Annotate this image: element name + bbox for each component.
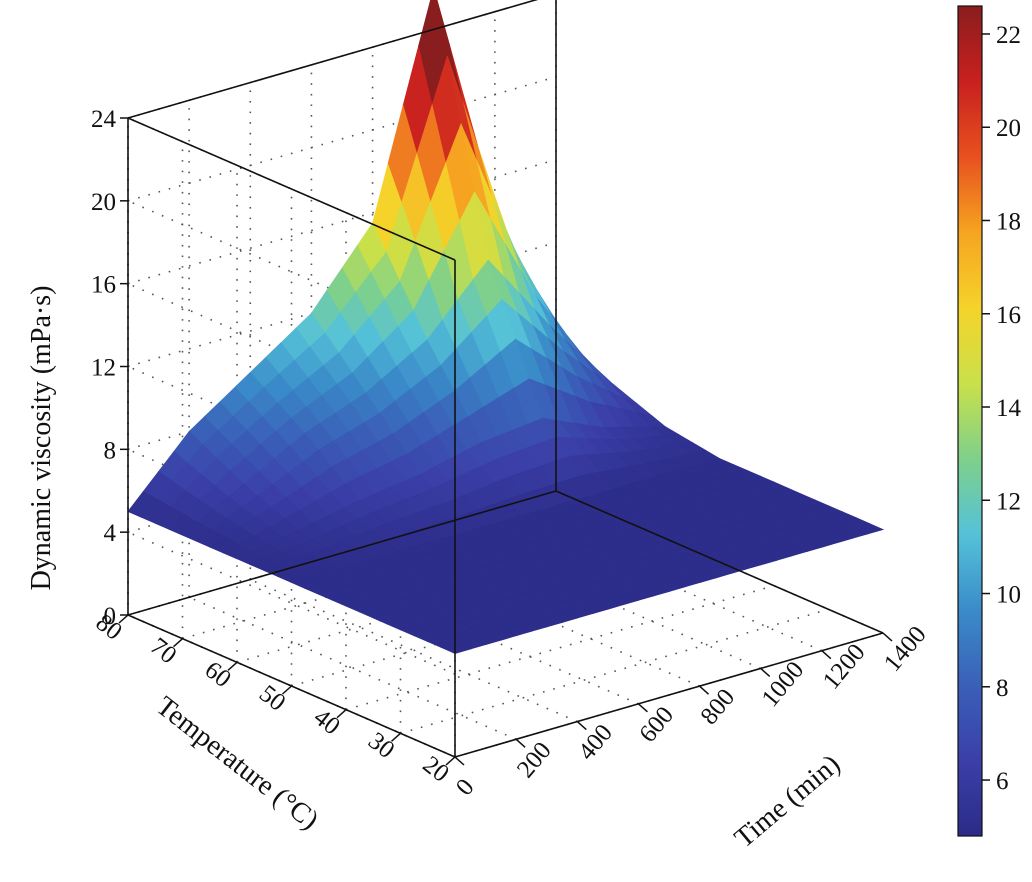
y-tick-mark-40	[336, 709, 347, 719]
z-tick-label-0: 0	[104, 603, 117, 630]
frame-edge-7	[127, 117, 456, 261]
y-tick-mark-50	[282, 685, 292, 695]
x-tick-label-1200: 1200	[818, 639, 871, 695]
colorbar-tick-label-8: 8	[996, 675, 1009, 702]
frame-edge-2	[555, 490, 884, 634]
grid-line-40	[127, 200, 456, 344]
frame-edge-3	[127, 490, 557, 616]
surface-cell-0-0	[440, 642, 472, 654]
colorbar-tick-label-16: 16	[996, 302, 1021, 329]
colorbar-ticks: 6 8 10 12 14 16 18 20 22	[982, 22, 1022, 795]
y-tick-label-40: 40	[309, 704, 345, 741]
colorbar: 6 8 10 12 14 16 18 20 22	[957, 5, 1022, 837]
y-tick-mark-20	[445, 756, 456, 766]
colorbar-tick-label-20: 20	[996, 115, 1021, 142]
x-tick-label-800: 800	[696, 684, 741, 730]
z-tick-label-16: 16	[91, 272, 116, 299]
frame-edge-8	[127, 0, 539, 119]
z-axis-label: Dynamic viscosity (mPa·s)	[26, 286, 57, 591]
grid-line-43	[127, 0, 539, 119]
y-tick-mark-30	[391, 732, 401, 742]
colorbar-tick-label-10: 10	[996, 582, 1021, 609]
y-tick-label-60: 60	[200, 656, 236, 693]
x-tick-mark-800	[699, 685, 710, 695]
x-tick-label-600: 600	[634, 702, 679, 748]
y-axis-label: Temperature (°C)	[150, 691, 324, 836]
x-tick-mark-400	[576, 721, 587, 731]
z-tick-label-12: 12	[91, 355, 116, 382]
x-axis-label: Time (min)	[729, 749, 846, 855]
y-tick-label-70: 70	[145, 633, 181, 670]
grid-line-41	[127, 76, 557, 202]
x-tick-mark-200	[515, 738, 526, 748]
colorbar-tick-label-22: 22	[996, 22, 1021, 49]
x-tick-mark-1400	[882, 632, 893, 642]
y-tick-mark-60	[227, 661, 238, 671]
x-tick-label-0: 0	[451, 774, 480, 801]
z-tick-label-8: 8	[104, 437, 117, 464]
y-tick-mark-80	[118, 614, 129, 624]
x-tick-mark-1000	[760, 667, 771, 677]
y-tick-label-20: 20	[418, 751, 454, 788]
colorbar-tick-label-14: 14	[996, 395, 1022, 422]
y-tick-label-30: 30	[363, 727, 399, 764]
x-tick-mark-1200	[821, 650, 832, 660]
grid-line-38	[127, 282, 456, 427]
x-tick-mark-0	[454, 756, 465, 766]
grid-line-20	[345, 584, 775, 711]
z-tick-label-24: 24	[91, 106, 117, 133]
y-tick-label-50: 50	[254, 680, 290, 717]
x-tick-label-1400: 1400	[879, 621, 932, 677]
frame-edge-0	[454, 632, 884, 758]
x-tick-label-400: 400	[573, 719, 618, 765]
z-tick-label-4: 4	[104, 520, 117, 547]
colorbar-tick-label-6: 6	[996, 768, 1009, 795]
surface-layer	[127, 0, 885, 654]
y-tick-mark-70	[173, 638, 183, 648]
colorbar-strip	[957, 5, 983, 837]
colorbar-tick-label-18: 18	[996, 208, 1021, 235]
colorbar-tick-label-12: 12	[996, 488, 1021, 515]
grid-line-18	[400, 608, 829, 735]
x-tick-label-1000: 1000	[757, 657, 810, 713]
x-tick-mark-600	[637, 703, 648, 713]
x-tick-label-200: 200	[512, 737, 557, 783]
z-tick-label-20: 20	[91, 189, 116, 216]
grid-line-36	[127, 365, 456, 510]
grid-line-32	[127, 531, 456, 675]
